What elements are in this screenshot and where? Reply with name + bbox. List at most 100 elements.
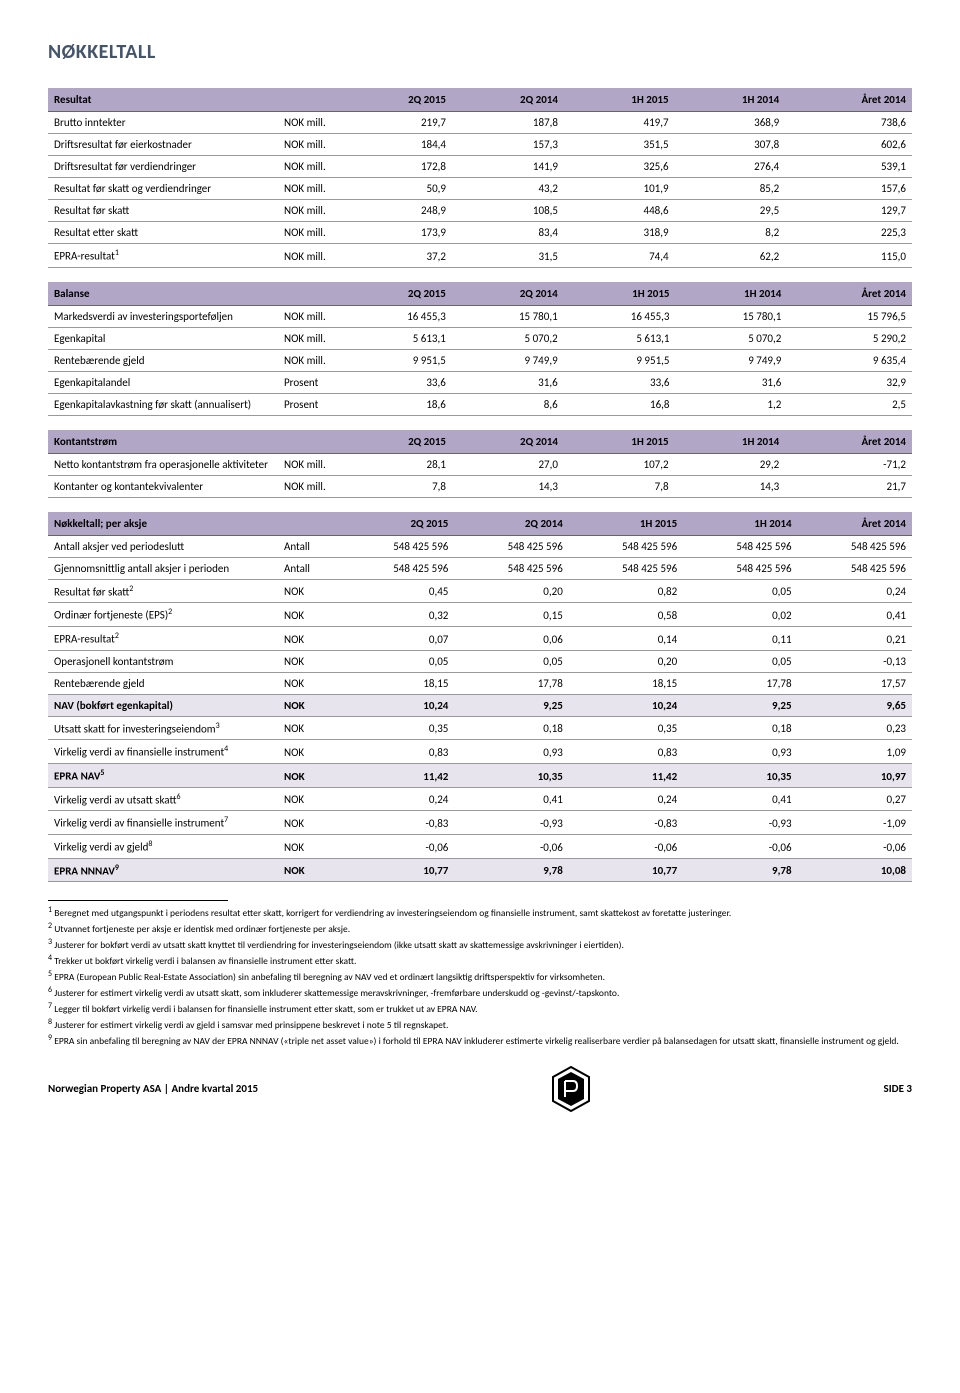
cell-value: 7,8: [340, 475, 452, 497]
cell-value: 32,9: [787, 371, 912, 393]
footnotes: 1 Beregnet med utgangspunkt i periodens …: [48, 905, 912, 1048]
cell-value: 0,35: [569, 716, 683, 740]
table-row: EgenkapitalandelProsent33,631,633,631,63…: [48, 371, 912, 393]
cell-value: 5 613,1: [564, 327, 676, 349]
cell-value: 0,20: [454, 579, 568, 603]
cell-value: 27,0: [452, 453, 564, 475]
table-row: Resultat før skatt2NOK0,450,200,820,050,…: [48, 579, 912, 603]
cell-value: 9,65: [798, 694, 912, 716]
page-footer: Norwegian Property ASA | Andre kvartal 2…: [48, 1066, 912, 1112]
cell-value: 115,0: [785, 244, 912, 268]
cell-value: 419,7: [564, 112, 675, 134]
col-header-unit: [278, 88, 340, 112]
table-row: Virkelig verdi av finansielle instrument…: [48, 811, 912, 835]
cell-value: 0,21: [798, 626, 912, 650]
cell-value: 1,2: [675, 393, 787, 415]
cell-value: 18,15: [569, 672, 683, 694]
cell-value: 1,09: [798, 740, 912, 764]
cell-value: 50,9: [340, 178, 452, 200]
footnote: 9 EPRA sin anbefaling til beregning av N…: [48, 1033, 912, 1048]
cell-value: 16 455,3: [564, 305, 676, 327]
row-unit: NOK mill.: [278, 475, 340, 497]
table-row: Driftsresultat før verdiendringerNOK mil…: [48, 156, 912, 178]
cell-value: 0,82: [569, 579, 683, 603]
row-label: NAV (bokført egenkapital): [48, 694, 278, 716]
row-unit: NOK mill.: [278, 134, 340, 156]
cell-value: -0,06: [683, 834, 797, 858]
cell-value: 15 780,1: [452, 305, 564, 327]
col-header-label: Balanse: [48, 282, 278, 306]
cell-value: 21,7: [785, 475, 912, 497]
cell-value: 548 425 596: [798, 557, 912, 579]
footer-right: SIDE 3: [884, 1082, 913, 1095]
table-row: EPRA NNNAV9NOK10,779,7810,779,7810,08: [48, 858, 912, 882]
table-row: EPRA NAV5NOK11,4210,3511,4210,3510,97: [48, 763, 912, 787]
col-header-period: 1H 2014: [675, 88, 786, 112]
table-row: Resultat før skatt og verdiendringerNOK …: [48, 178, 912, 200]
cell-value: 548 425 596: [798, 535, 912, 557]
cell-value: 0,35: [340, 716, 454, 740]
table-kontant: Kontantstrøm2Q 20152Q 20141H 20151H 2014…: [48, 430, 912, 498]
table-row: Resultat etter skattNOK mill.173,983,431…: [48, 222, 912, 244]
cell-value: 16,8: [564, 393, 676, 415]
cell-value: 0,24: [569, 787, 683, 811]
cell-value: -0,13: [798, 650, 912, 672]
row-unit: NOK mill.: [278, 156, 340, 178]
cell-value: 10,77: [340, 858, 454, 882]
cell-value: 0,83: [340, 740, 454, 764]
table-row: Kontanter og kontantekvivalenterNOK mill…: [48, 475, 912, 497]
row-unit: NOK mill.: [278, 327, 340, 349]
cell-value: 29,5: [675, 200, 786, 222]
cell-value: 0,18: [454, 716, 568, 740]
row-label: Virkelig verdi av finansielle instrument…: [48, 811, 278, 835]
footnote: 8 Justerer for estimert virkelig verdi a…: [48, 1017, 912, 1032]
cell-value: 0,05: [454, 650, 568, 672]
row-unit: Prosent: [278, 371, 340, 393]
table-row: Utsatt skatt for investeringseiendom3NOK…: [48, 716, 912, 740]
row-label: Egenkapital: [48, 327, 278, 349]
row-label: Markedsverdi av investeringsporteføljen: [48, 305, 278, 327]
col-header-unit: [278, 512, 340, 536]
col-header-label: Resultat: [48, 88, 278, 112]
col-header-label: Nøkkeltall; per aksje: [48, 512, 278, 536]
row-label: Utsatt skatt for investeringseiendom3: [48, 716, 278, 740]
row-unit: NOK: [278, 579, 340, 603]
cell-value: 0,93: [683, 740, 797, 764]
cell-value: 10,77: [569, 858, 683, 882]
col-header-period: 2Q 2015: [340, 88, 452, 112]
cell-value: 9,25: [454, 694, 568, 716]
footnote: 5 EPRA (European Public Real-Estate Asso…: [48, 969, 912, 984]
col-header-period: Året 2014: [787, 282, 912, 306]
cell-value: 548 425 596: [340, 535, 454, 557]
footnote: 2 Utvannet fortjeneste per aksje er iden…: [48, 921, 912, 936]
col-header-period: 1H 2014: [675, 282, 787, 306]
cell-value: 548 425 596: [454, 535, 568, 557]
cell-value: 0,15: [454, 603, 568, 627]
col-header-period: 2Q 2015: [340, 282, 452, 306]
cell-value: 16 455,3: [340, 305, 452, 327]
table-resultat: Resultat2Q 20152Q 20141H 20151H 2014Året…: [48, 88, 912, 268]
row-label: Brutto inntekter: [48, 112, 278, 134]
cell-value: 0,02: [683, 603, 797, 627]
footnote: 1 Beregnet med utgangspunkt i periodens …: [48, 905, 912, 920]
cell-value: 351,5: [564, 134, 675, 156]
cell-value: 62,2: [675, 244, 786, 268]
row-label: Resultat før skatt2: [48, 579, 278, 603]
footer-left: Norwegian Property ASA | Andre kvartal 2…: [48, 1082, 258, 1095]
cell-value: 18,6: [340, 393, 452, 415]
cell-value: 157,3: [452, 134, 564, 156]
table-row: NAV (bokført egenkapital)NOK10,249,2510,…: [48, 694, 912, 716]
row-unit: NOK: [278, 763, 340, 787]
cell-value: 9 951,5: [340, 349, 452, 371]
col-header-period: 1H 2014: [683, 512, 797, 536]
row-label: Resultat før skatt og verdiendringer: [48, 178, 278, 200]
cell-value: 10,08: [798, 858, 912, 882]
row-unit: NOK: [278, 694, 340, 716]
table-balanse: Balanse2Q 20152Q 20141H 20151H 2014Året …: [48, 282, 912, 416]
page-title: NØKKELTALL: [48, 40, 912, 64]
cell-value: -0,93: [683, 811, 797, 835]
row-unit: NOK mill.: [278, 244, 340, 268]
col-header-unit: [278, 282, 340, 306]
col-header-period: 2Q 2014: [452, 282, 564, 306]
row-label: Driftsresultat før eierkostnader: [48, 134, 278, 156]
